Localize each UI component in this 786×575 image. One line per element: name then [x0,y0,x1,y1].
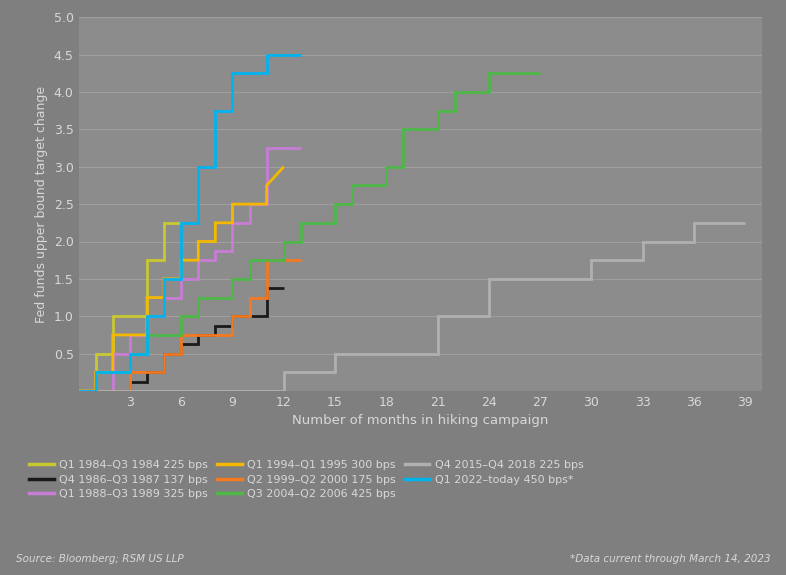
X-axis label: Number of months in hiking campaign: Number of months in hiking campaign [292,415,549,427]
Text: *Data current through March 14, 2023: *Data current through March 14, 2023 [570,554,770,564]
Text: Source: Bloomberg; RSM US LLP: Source: Bloomberg; RSM US LLP [16,554,183,564]
Legend: Q1 1984–Q3 1984 225 bps, Q4 1986–Q3 1987 137 bps, Q1 1988–Q3 1989 325 bps, Q1 19: Q1 1984–Q3 1984 225 bps, Q4 1986–Q3 1987… [29,460,583,499]
Y-axis label: Fed funds upper bound target change: Fed funds upper bound target change [35,86,48,323]
